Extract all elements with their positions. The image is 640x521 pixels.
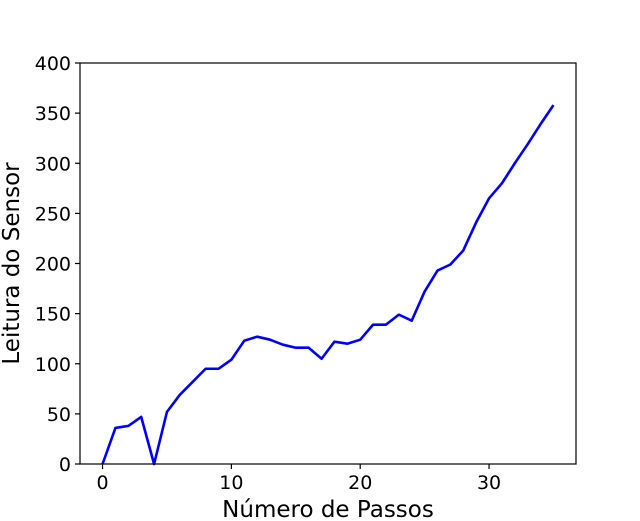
plot-area: [101, 104, 555, 466]
y-tick-label: 300: [35, 153, 71, 175]
x-tick-label: 30: [477, 472, 501, 494]
y-tick-label: 250: [35, 203, 71, 225]
x-tick-label: 0: [96, 472, 108, 494]
x-axis-ticks: 0 10 20 30: [96, 464, 501, 494]
y-tick-label: 400: [35, 53, 71, 75]
y-tick-label: 0: [59, 454, 71, 476]
plot-frame: [79, 62, 577, 465]
y-tick-label: 350: [35, 103, 71, 125]
y-tick-label: 100: [35, 354, 71, 376]
y-tick-label: 50: [47, 404, 71, 426]
y-tick-label: 150: [35, 304, 71, 326]
x-tick-label: 10: [219, 472, 243, 494]
y-axis-label: Leitura do Sensor: [0, 162, 25, 365]
series-line-0: [101, 104, 555, 466]
y-tick-label: 200: [35, 254, 71, 276]
x-tick-label: 20: [348, 472, 372, 494]
y-axis-ticks: 0 50 100 150 200 250 300 350 400: [35, 53, 80, 476]
x-axis-label: Número de Passos: [222, 497, 434, 521]
